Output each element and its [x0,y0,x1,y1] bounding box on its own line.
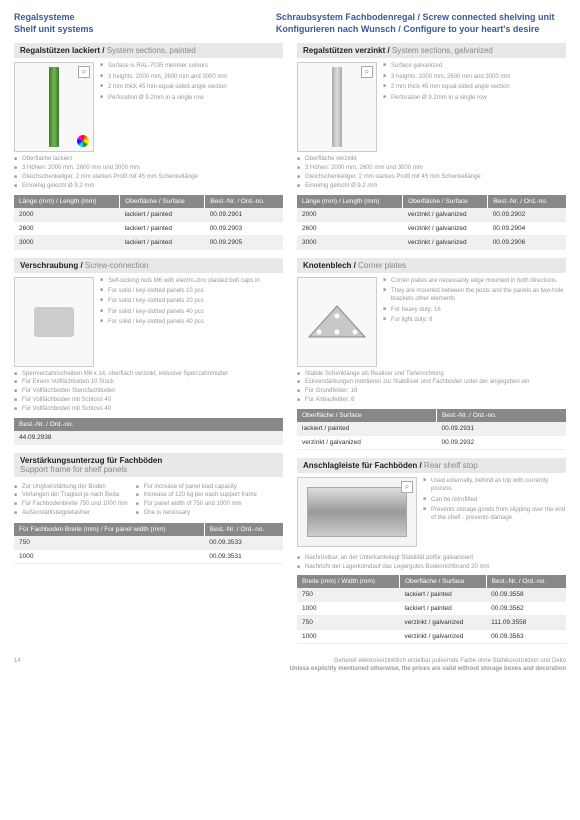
rear-stop-icon [307,487,407,537]
section-screw-title: Verschraubung / Screw-connection [14,258,283,273]
rearstop-side-bullets: Used externally, behind as top with curr… [423,477,566,551]
corner-side-bullets: Corner plates are necessarily edge mount… [383,277,566,367]
section-rearstop-title: Anschlagleiste für Fachböden / Rear shel… [297,458,566,473]
rearstop-table: Breite (mm) / Width (mm)Oberfläche / Sur… [297,575,566,644]
header-right-en: Konfigurieren nach Wunsch / Configure to… [276,24,566,36]
section-galvanized-title: Regalstützen verzinkt / System sections,… [297,43,566,58]
corner-table: Oberfläche / SurfaceBest.-Nr. / Ord.-no.… [297,409,566,450]
section-support-title: Verstärkungsunterzug für FachbödenSuppor… [14,453,283,477]
color-wheel-icon[interactable] [76,134,90,148]
rearstop-thumb[interactable]: ⌕ [297,477,417,547]
support-left-bullets: Zur Unglverstärkung der BodenVerlangen d… [14,484,128,519]
page-header: Regalsysteme Shelf unit systems Schraubs… [14,12,566,35]
support-table: Für Fachboden Breite (mm) / For panel wi… [14,523,283,564]
support-right-bullets: For increase of panel load capacityIncre… [136,484,257,519]
galv-post-icon [332,67,342,147]
corner-thumb[interactable] [297,277,377,367]
screw-lower-bullets: Sperrverzahnscheiben M6 x 14, oberflach … [14,371,283,414]
galvanized-lower-bullets: Oberfläche verzinkt3 Höhen: 2000 mm, 260… [297,156,566,190]
header-left-en: Shelf unit systems [14,24,268,36]
screw-side-bullets: Self-locking nuts M6 with electro-zinc p… [100,277,283,367]
page-number: 14 [14,658,21,666]
galvanized-thumb[interactable]: ⌕ [297,62,377,152]
rearstop-lower-bullets: Nachrüstbar, an der Unterkanteliegt Stab… [297,555,566,572]
section-painted-title: Regalstützen lackiert / System sections,… [14,43,283,58]
green-post-icon [49,67,59,147]
painted-side-bullets: Surface is RAL-7035 member colours3 heig… [100,62,283,152]
galvanized-side-bullets: Surface galvanized3 heights: 2000 mm, 26… [383,62,566,152]
zoom-icon[interactable]: ⌕ [78,66,90,78]
painted-thumb[interactable]: ⌕ [14,62,94,152]
page-footer: 14 Generell elektroverzinktlich erzielba… [14,658,566,674]
header-right-de: Schraubsystem Fachbodenregal / Screw con… [276,12,566,24]
corner-plate-icon [307,304,367,339]
corner-lower-bullets: Stabile Schenklänge als Reallser und Tie… [297,371,566,405]
screw-table: Best.-Nr. / Ord.-no. 44.09.2938 [14,418,283,445]
header-left-de: Regalsysteme [14,12,268,24]
painted-table: Länge (mm) / Length (mm)Oberfläche / Sur… [14,195,283,250]
section-corner-title: Knotenblech / Corner plates [297,258,566,273]
zoom-icon[interactable]: ⌕ [361,66,373,78]
screw-icon [34,307,74,337]
zoom-icon[interactable]: ⌕ [401,481,413,493]
screw-thumb[interactable] [14,277,94,367]
galvanized-table: Länge (mm) / Length (mm)Oberfläche / Sur… [297,195,566,250]
painted-lower-bullets: Oberflache lackiert3 Höhen: 2000 mm, 260… [14,156,283,190]
